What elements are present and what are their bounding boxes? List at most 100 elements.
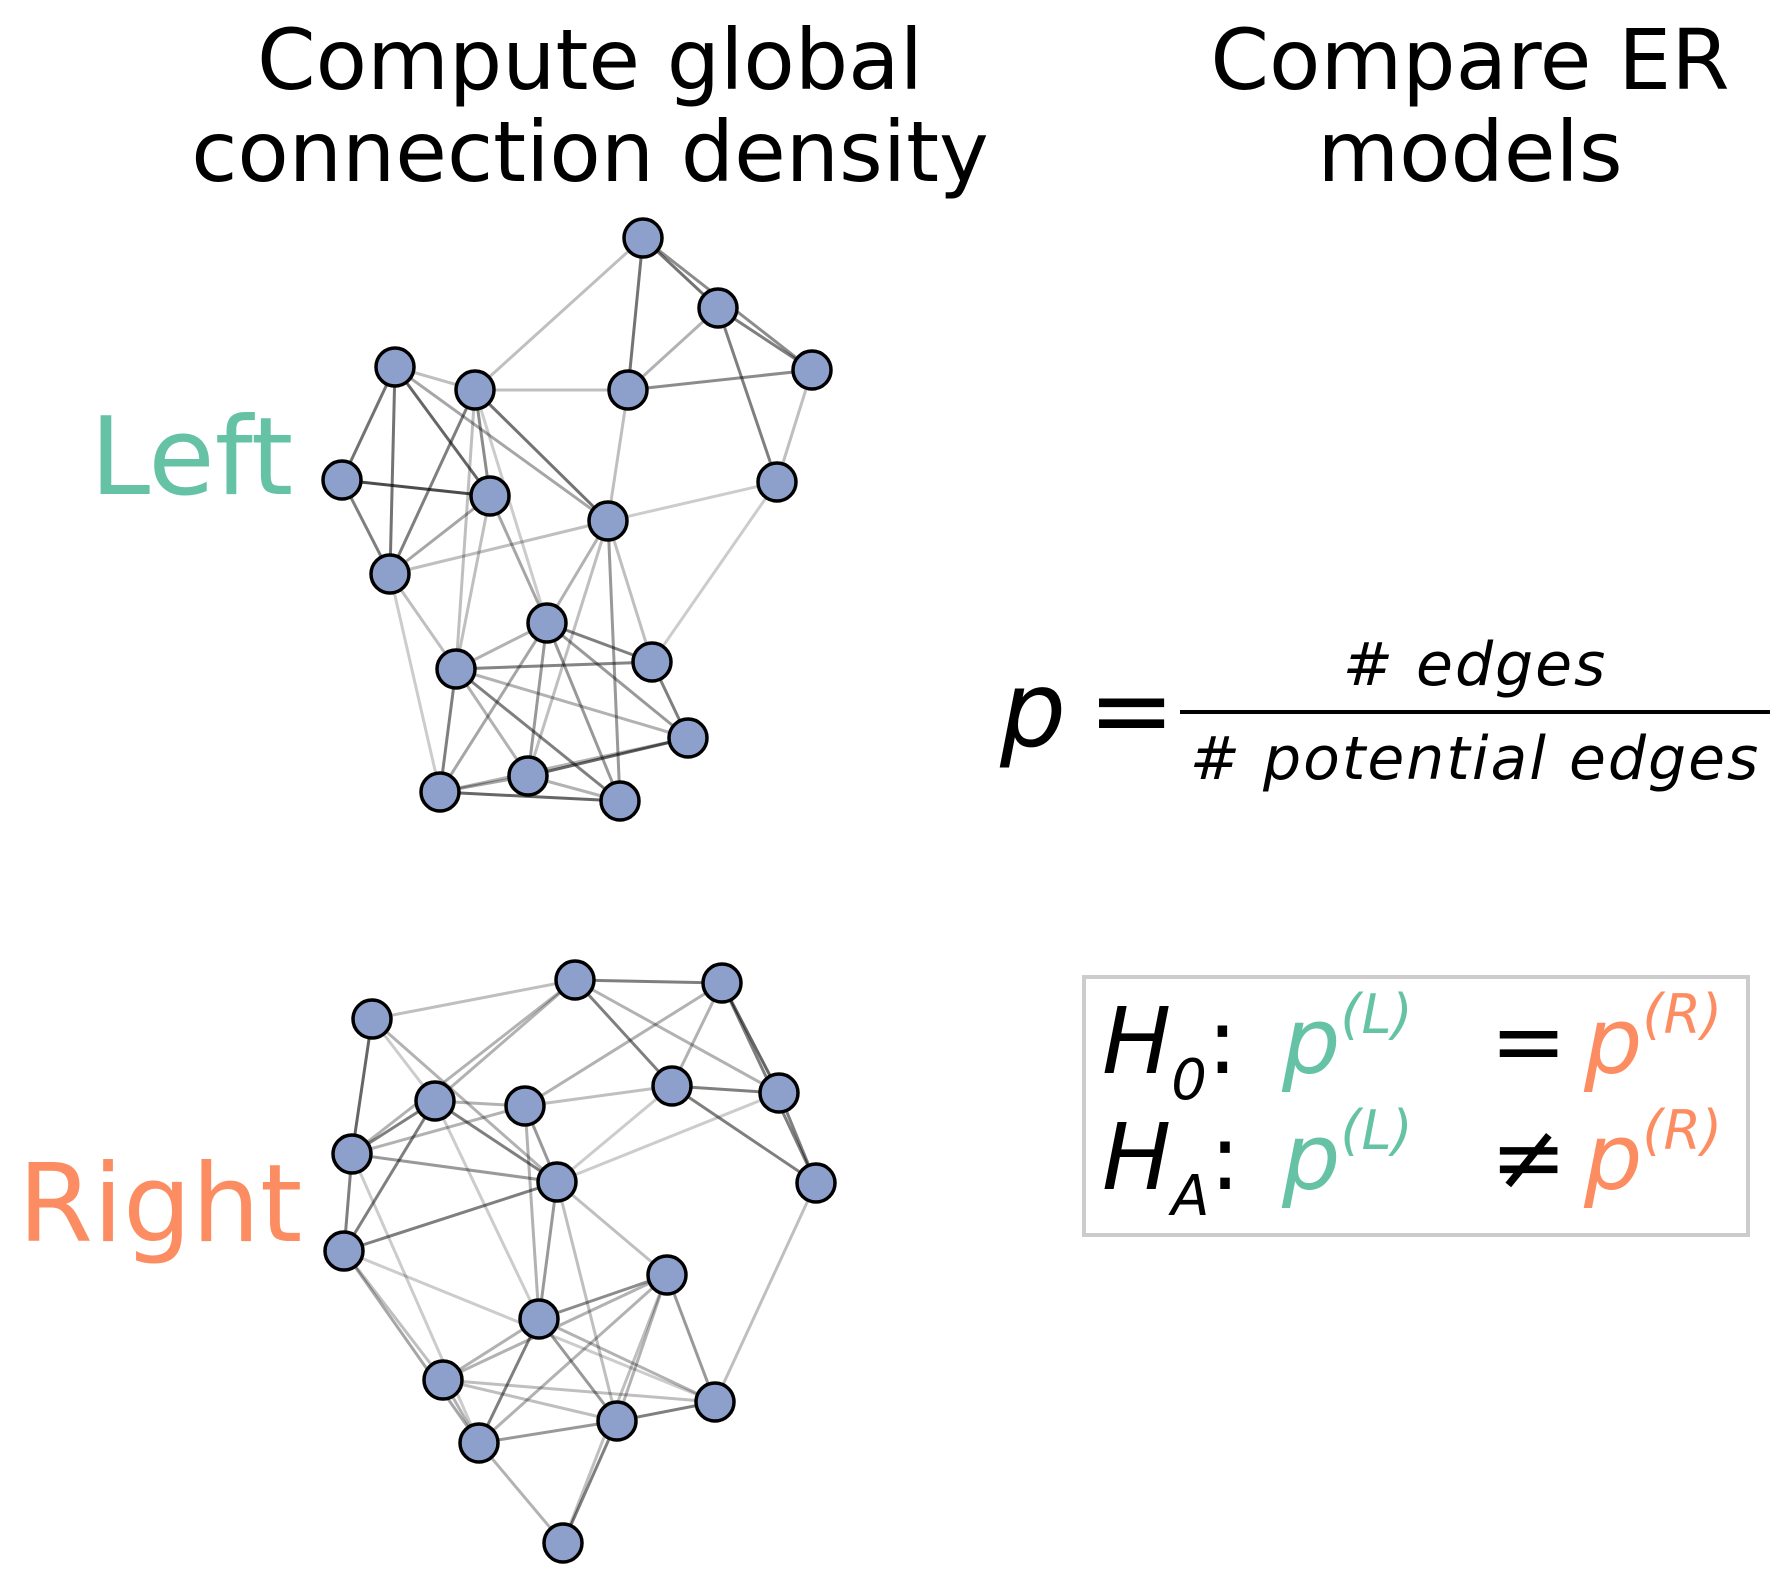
p-left: p(L) xyxy=(1282,983,1413,1095)
network-node xyxy=(374,346,416,388)
formula-numerator: # edges xyxy=(1342,630,1608,700)
network-edge xyxy=(573,978,674,1088)
heading-line: Compute global xyxy=(257,11,923,109)
density-formula: p = # edges # potential edges xyxy=(1000,630,1780,800)
network-node xyxy=(631,641,673,683)
sup-left: (L) xyxy=(1340,1099,1413,1162)
network-edge xyxy=(650,481,779,663)
network-edge xyxy=(351,978,576,1156)
network-edge xyxy=(389,494,491,576)
hypothesis-symbol: H0: xyxy=(1102,988,1238,1113)
network-node xyxy=(701,962,743,1004)
network-edge xyxy=(473,388,610,523)
network-node xyxy=(536,1161,578,1203)
network-edge xyxy=(434,978,576,1103)
network-edge xyxy=(473,236,645,392)
network-edge xyxy=(388,573,442,793)
network-edge xyxy=(438,622,549,793)
network-edge xyxy=(351,1152,558,1184)
network-edge xyxy=(524,1084,673,1108)
network-edge xyxy=(526,622,549,777)
hypothesis-symbol: HA: xyxy=(1102,1104,1241,1229)
network-edge xyxy=(713,1182,818,1403)
network-node xyxy=(454,369,496,411)
network-edge xyxy=(371,1017,558,1184)
network-node xyxy=(758,1072,800,1114)
network-edge xyxy=(606,520,654,663)
network-edge xyxy=(477,1318,541,1444)
network-node xyxy=(504,1085,546,1127)
network-edge xyxy=(527,736,689,778)
network-edge xyxy=(455,660,653,671)
network-edge xyxy=(555,1181,619,1422)
p-right: p(R) xyxy=(1584,983,1723,1095)
network-edge xyxy=(394,365,609,523)
network-edge xyxy=(388,389,477,575)
right-label: Right xyxy=(18,1142,303,1267)
network-edge xyxy=(574,978,780,1095)
heading-line: connection density xyxy=(191,103,989,201)
network-edge xyxy=(626,237,645,391)
network-edge xyxy=(388,366,397,575)
network-edge xyxy=(473,389,549,624)
network-node xyxy=(458,1422,500,1464)
network-edge xyxy=(454,495,492,670)
left-network xyxy=(321,217,833,822)
network-edge xyxy=(454,668,530,777)
network-edge xyxy=(389,519,609,576)
network-node xyxy=(697,287,739,329)
network-edge xyxy=(343,1180,558,1253)
network-edge xyxy=(488,495,549,624)
network-edge xyxy=(433,1100,541,1320)
network-edge xyxy=(665,1274,717,1403)
network-edge xyxy=(523,1105,541,1320)
network-edge xyxy=(442,1378,618,1423)
network-edge xyxy=(351,1104,526,1156)
network-edge xyxy=(342,1250,481,1444)
network-edge xyxy=(434,1099,558,1184)
network-edge xyxy=(537,1181,559,1320)
heading-line: models xyxy=(1317,103,1623,201)
network-edge xyxy=(478,1419,618,1445)
network-edge xyxy=(627,368,813,392)
network-edge xyxy=(455,667,621,803)
network-edge xyxy=(606,520,622,802)
network-node xyxy=(599,780,641,822)
network-edge xyxy=(607,480,778,523)
network-edge xyxy=(574,978,723,985)
network-node xyxy=(469,475,511,517)
network-edge xyxy=(561,1420,619,1544)
network-node xyxy=(791,349,833,391)
network-edge xyxy=(546,621,689,740)
heading-line: Compare ER xyxy=(1210,11,1730,109)
hypothesis-subscript: 0 xyxy=(1171,1048,1207,1113)
network-node xyxy=(596,1400,638,1442)
network-edge xyxy=(342,1250,445,1381)
null-hypothesis: H0: p(L) = p(R) xyxy=(1102,983,1742,1113)
network-edge xyxy=(615,1274,669,1422)
network-node xyxy=(667,717,709,759)
formula-denominator: # potential edges xyxy=(1189,724,1761,794)
network-node xyxy=(351,998,393,1040)
network-edge xyxy=(716,307,779,483)
network-node xyxy=(622,217,664,259)
network-node xyxy=(694,1381,736,1423)
heading-global-density: Compute global connection density xyxy=(140,14,1040,198)
p-left: p(L) xyxy=(1282,1099,1413,1211)
formula-p: p xyxy=(1000,649,1067,771)
heading-compare-er: Compare ER models xyxy=(1160,14,1780,198)
network-edge xyxy=(556,1091,780,1184)
fraction-bar xyxy=(1180,710,1770,714)
network-edge xyxy=(342,1100,437,1252)
network-edge xyxy=(350,1018,374,1155)
sup-right: (R) xyxy=(1642,983,1723,1046)
network-node xyxy=(422,1359,464,1401)
network-edge xyxy=(537,1318,619,1422)
network-node xyxy=(435,648,477,690)
network-edge xyxy=(371,978,576,1021)
hypothesis-colon: : xyxy=(1209,1104,1241,1211)
sup-right: (R) xyxy=(1642,1099,1723,1162)
network-edge xyxy=(524,981,723,1108)
network-edge xyxy=(478,1273,668,1445)
network-node xyxy=(321,459,363,501)
